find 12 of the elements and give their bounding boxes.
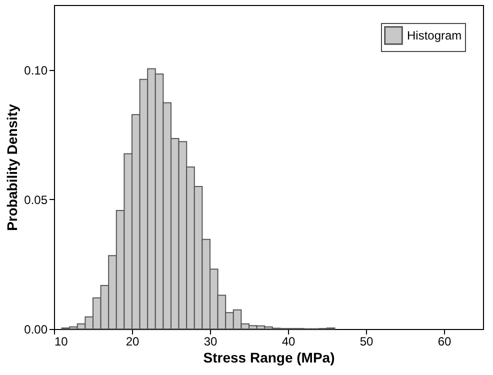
y-tick-label: 0.05 [24, 192, 48, 207]
y-tick-label: 0.10 [24, 63, 48, 78]
x-tick-label: 40 [282, 334, 296, 348]
x-axis-title: Stress Range (MPa) [203, 350, 335, 366]
y-tick-label: 0.00 [24, 322, 48, 336]
x-tick-label: 50 [360, 334, 374, 348]
x-tick-label: 30 [204, 334, 218, 348]
x-tick-label: 60 [438, 334, 452, 348]
legend-label: Histogram [407, 28, 462, 42]
x-tick-label: 10 [54, 334, 68, 348]
x-tick-label: 20 [126, 334, 140, 348]
y-axis-title: Probability Density [4, 104, 20, 231]
